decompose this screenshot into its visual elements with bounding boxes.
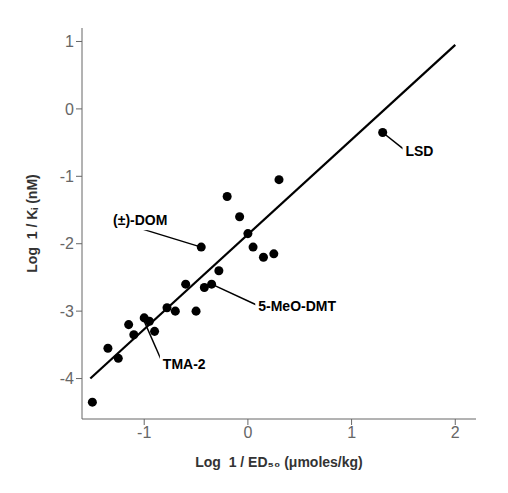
svg-text:0: 0 bbox=[65, 101, 74, 118]
svg-text:1: 1 bbox=[65, 33, 74, 50]
svg-text:TMA-2: TMA-2 bbox=[163, 356, 206, 372]
svg-text:-1: -1 bbox=[137, 424, 151, 441]
svg-text:-3: -3 bbox=[60, 303, 74, 320]
svg-text:Log 1 / Kᵢ (nM): Log 1 / Kᵢ (nM) bbox=[24, 174, 40, 272]
svg-text:1: 1 bbox=[347, 424, 356, 441]
svg-text:5-MeO-DMT: 5-MeO-DMT bbox=[258, 298, 336, 314]
svg-text:LSD: LSD bbox=[405, 143, 433, 159]
svg-text:-1: -1 bbox=[60, 168, 74, 185]
svg-text:2: 2 bbox=[451, 424, 460, 441]
svg-text:-2: -2 bbox=[60, 235, 74, 252]
svg-text:Log 1 / ED₅₀ (μmoles/kg): Log 1 / ED₅₀ (μmoles/kg) bbox=[195, 454, 363, 470]
svg-text:(±)-DOM: (±)-DOM bbox=[113, 212, 167, 228]
svg-text:-4: -4 bbox=[60, 370, 74, 387]
svg-text:0: 0 bbox=[243, 424, 252, 441]
